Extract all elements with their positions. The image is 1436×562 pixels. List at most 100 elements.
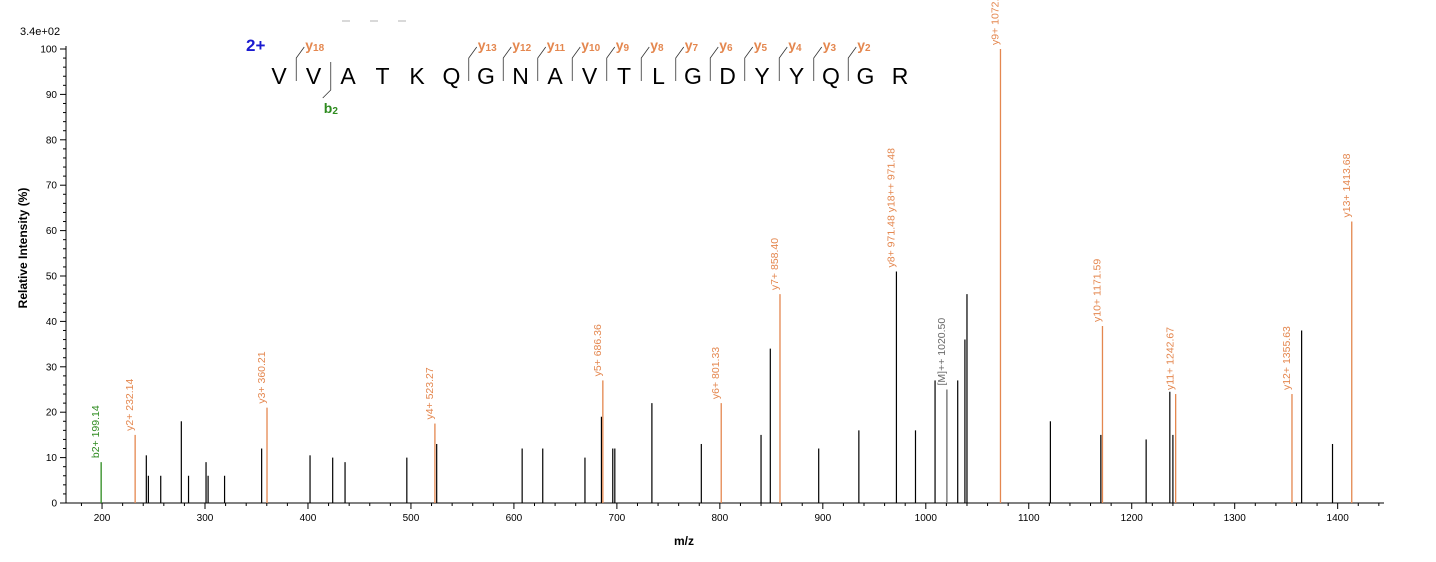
y-fragment-label: y3 [823,37,837,54]
sequence-residue: T [375,63,389,89]
y-fragment-marker [502,46,512,81]
y-fragment-subscript: 10 [589,43,601,54]
y-fragment-marker [744,46,754,81]
sequence-residue: Y [754,63,769,89]
y-tick-label: 50 [46,272,58,283]
sequence-residue: K [409,63,425,89]
sequence-residue: V [306,63,322,89]
y-tick-label: 100 [40,45,57,56]
y-tick-label: 80 [46,135,58,146]
y-fragment-subscript: 2 [865,43,871,54]
x-tick-label: 200 [94,513,111,524]
y-fragment-marker [640,46,650,81]
y-fragment-label: y4 [788,37,802,54]
x-tick-label: 800 [712,513,729,524]
sequence-residue: Q [443,63,461,89]
x-tick-label: 1200 [1121,513,1144,524]
sequence-residue: V [582,63,598,89]
y-fragment-subscript: 7 [693,43,699,54]
y-fragment-subscript: 13 [486,43,498,54]
sequence-residue: A [547,63,563,89]
sequence-residue: V [271,63,287,89]
y-fragment-marker [709,46,719,81]
y-tick-label: 0 [51,499,57,510]
peak-label: y13+ 1413.68 [1341,153,1353,217]
peak-label: y6+ 801.33 [710,347,722,399]
b-fragment-label: b2 [324,100,339,117]
y-fragment-label: y6 [719,37,733,54]
y-fragment-subscript: 12 [520,43,532,54]
sequence-residue: T [617,63,631,89]
y-fragment-label: y9 [616,37,630,54]
x-tick-label: 1100 [1018,513,1040,524]
peak-label: y12+ 1355.63 [1281,326,1293,390]
x-tick-label: 300 [197,513,214,524]
y-fragment-marker [675,46,685,81]
axes: 0 10 20 30 40 50 60 70 80 90 100 200 300 400 500 600 700… [40,45,1384,524]
peak-label: y4+ 523.27 [424,367,436,419]
y-fragment-subscript: 11 [555,43,566,54]
y-fragment-label: y13 [478,37,497,54]
x-tick-label: 1400 [1327,513,1350,524]
b-fragment-subscript: 2 [332,106,338,117]
y-fragment-subscript: 5 [762,43,768,54]
b-fragment-marker [322,62,332,99]
y-tick-label: 90 [46,90,58,101]
x-tick-label: 900 [814,513,831,524]
y-fragment-subscript: 18 [313,43,325,54]
y-fragment-subscript: 4 [796,43,802,54]
sequence-residue: G [477,63,495,89]
peak-label: y7+ 858.40 [769,238,781,290]
y-fragment-marker [847,46,857,81]
x-axis-title: m/z [674,534,694,548]
peak-label: y5+ 686.36 [592,324,604,376]
y-fragment-marker [606,46,616,81]
y-fragment-label: y12 [512,37,531,54]
y-fragment-subscript: 6 [727,43,733,54]
y-fragment-label: y2 [857,37,871,54]
peaks [100,49,1353,503]
y-fragment-label: y5 [754,37,768,54]
peak-label: y8+ 971.48 y18++ 971.48 [885,148,897,268]
peak-labels: b2+ 199.14 y2+ 232.14 y3+ 360.21 y4+ 523.27… [90,0,1353,458]
y-tick-label: 20 [46,408,58,419]
sequence-residue: Y [789,63,804,89]
x-tick-label: 1300 [1224,513,1247,524]
peak-label: b2+ 199.14 [90,405,102,458]
y-tick-label: 10 [46,453,58,464]
sequence-residue: L [652,63,665,89]
peak-label: y2+ 232.14 [124,378,136,430]
y-fragment-label: y7 [685,37,699,54]
sequence-residue: D [719,63,736,89]
sequence-residue: N [512,63,529,89]
y-fragment-label: y8 [650,37,664,54]
peak-label: [M]++ 1020.50 [936,318,948,386]
peak-label: y3+ 360.21 [256,351,268,403]
y-fragment-marker [778,46,788,81]
y-fragment-marker [468,46,478,81]
sequence-residue: A [340,63,356,89]
sequence-residue: Q [822,63,840,89]
y-tick-label: 70 [46,181,58,192]
charge-state-label: 2+ [246,36,265,55]
sequence-residue: R [892,63,909,89]
y-fragment-subscript: 8 [658,43,664,54]
y-tick-label: 30 [46,362,58,373]
sequence-residue: G [684,63,702,89]
y-tick-label: 40 [46,317,58,328]
x-tick-label: 600 [506,513,523,524]
x-tick-label: 400 [300,513,317,524]
sequence-residue: G [857,63,875,89]
y-fragment-marker [571,46,581,81]
x-tick-label: 500 [403,513,420,524]
peak-label: y9+ 1072.53 [989,0,1001,45]
y-fragment-marker [295,46,305,81]
intensity-scale-label: 3.4e+02 [20,26,60,38]
x-tick-label: 1000 [915,513,938,524]
x-tick-label: 700 [609,513,626,524]
y-fragment-marker [537,46,547,81]
y-fragment-label: y18 [305,37,324,54]
peak-label: y11+ 1242.67 [1165,327,1177,390]
